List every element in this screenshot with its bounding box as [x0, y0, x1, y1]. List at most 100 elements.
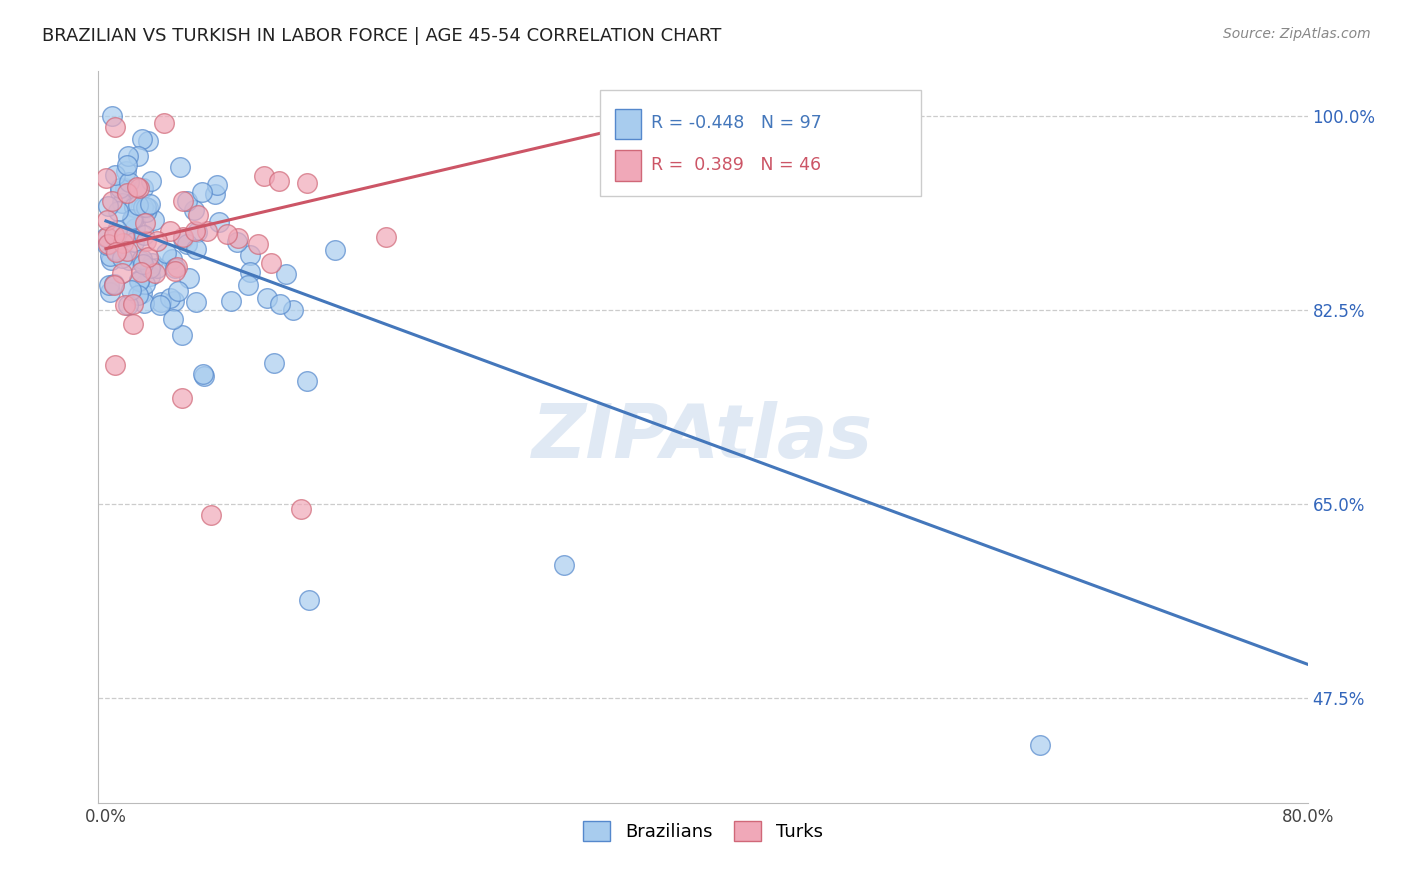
Point — [200, 508, 222, 522]
Point — [110, 185, 132, 199]
Point — [104, 169, 127, 183]
Point — [217, 227, 239, 241]
Point — [246, 236, 269, 251]
Point — [143, 266, 166, 280]
Point — [172, 194, 194, 209]
Point — [375, 230, 398, 244]
Point — [117, 186, 139, 201]
Point — [105, 244, 128, 259]
Point — [128, 274, 150, 288]
Point — [97, 237, 120, 252]
Point — [263, 356, 285, 370]
Point — [183, 203, 205, 218]
Point — [295, 176, 318, 190]
Point — [105, 222, 128, 236]
Point — [111, 266, 134, 280]
Point — [114, 298, 136, 312]
Point — [135, 235, 157, 249]
Point — [184, 242, 207, 256]
Point — [1029, 738, 1052, 752]
Point — [153, 115, 176, 129]
Point — [226, 235, 249, 249]
Point — [139, 269, 162, 284]
Point — [170, 392, 193, 406]
Point — [169, 160, 191, 174]
Point — [103, 243, 125, 257]
Point — [127, 198, 149, 212]
Point — [94, 170, 117, 185]
Point — [115, 164, 138, 178]
Point — [176, 194, 198, 209]
Point — [100, 252, 122, 267]
Point — [141, 256, 163, 270]
Point — [267, 174, 290, 188]
Point — [553, 558, 575, 572]
Point — [128, 180, 150, 194]
Point — [124, 221, 146, 235]
Point — [94, 230, 117, 244]
Point — [101, 194, 124, 208]
Point — [135, 200, 157, 214]
Point — [162, 311, 184, 326]
Point — [139, 196, 162, 211]
Point — [104, 358, 127, 372]
Point — [122, 200, 145, 214]
Point — [107, 203, 129, 218]
Point — [127, 179, 149, 194]
Point — [103, 277, 125, 292]
Point — [163, 294, 186, 309]
Point — [96, 230, 118, 244]
Point — [139, 260, 162, 275]
Point — [186, 294, 208, 309]
Point — [142, 212, 165, 227]
Point — [118, 175, 141, 189]
Point — [120, 284, 142, 298]
Point — [121, 297, 143, 311]
Point — [191, 367, 214, 381]
Point — [193, 369, 215, 384]
Point — [166, 284, 188, 298]
Point — [117, 252, 139, 267]
Point — [112, 229, 135, 244]
Point — [121, 211, 143, 226]
Point — [122, 213, 145, 227]
Point — [114, 181, 136, 195]
Text: ZIPAtlas: ZIPAtlas — [533, 401, 873, 474]
Point — [134, 277, 156, 292]
Text: Source: ZipAtlas.com: Source: ZipAtlas.com — [1223, 27, 1371, 41]
Point — [134, 227, 156, 242]
Point — [136, 134, 159, 148]
Point — [134, 216, 156, 230]
Point — [165, 263, 187, 277]
Point — [132, 296, 155, 310]
Point — [238, 278, 260, 293]
Point — [219, 293, 242, 308]
Point — [239, 248, 262, 262]
Point — [260, 256, 283, 270]
Point — [155, 246, 177, 260]
Point — [163, 261, 186, 276]
Point — [135, 205, 157, 219]
Point — [290, 502, 312, 516]
Point — [117, 297, 139, 311]
Point — [256, 291, 278, 305]
Point — [129, 265, 152, 279]
Point — [136, 201, 159, 215]
Point — [162, 252, 184, 266]
Point — [297, 375, 319, 389]
Point — [114, 230, 136, 244]
Point — [103, 227, 125, 242]
Point — [132, 200, 155, 214]
Point — [131, 286, 153, 301]
Point — [186, 225, 208, 239]
Legend: Brazilians, Turks: Brazilians, Turks — [576, 814, 830, 848]
Point — [226, 231, 249, 245]
Point — [239, 265, 262, 279]
Point — [98, 249, 121, 263]
Point — [131, 252, 153, 266]
Point — [132, 257, 155, 271]
Point — [100, 109, 122, 123]
Point — [104, 120, 127, 135]
Point — [111, 252, 134, 266]
Point — [146, 234, 169, 248]
